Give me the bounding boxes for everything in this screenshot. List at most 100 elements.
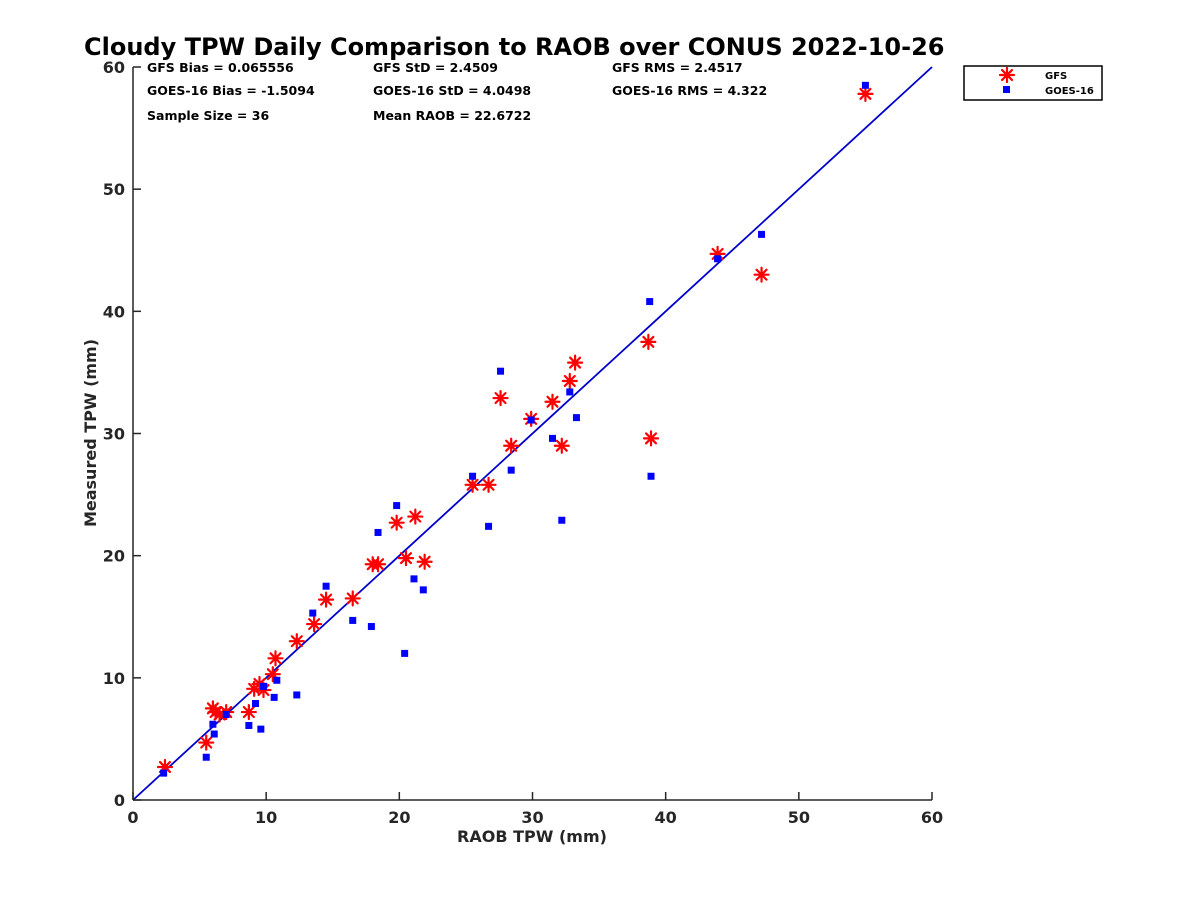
goes-16-point <box>401 649 409 657</box>
stat-gfs-bias: GFS Bias = 0.065556 <box>147 60 294 75</box>
goes-16-point <box>419 586 427 594</box>
goes-16-point <box>293 691 301 699</box>
stat-gfs-rms: GFS RMS = 2.4517 <box>612 60 743 75</box>
y-axis-label: Measured TPW (mm) <box>81 339 100 527</box>
gfs-point <box>251 675 268 693</box>
gfs-point <box>407 508 424 525</box>
stats-annotations: GFS Bias = 0.065556 GFS StD = 2.4509 GFS… <box>147 60 767 123</box>
goes-16-point <box>222 710 230 718</box>
x-tick-label: 60 <box>921 808 943 827</box>
gfs-point <box>492 389 509 407</box>
legend-goes-16-marker <box>1003 86 1010 93</box>
x-tick-label: 40 <box>655 808 677 827</box>
gfs-point <box>503 437 520 454</box>
goes-16-point <box>485 522 493 530</box>
gfs-point <box>369 556 387 573</box>
series-gfs <box>156 85 874 776</box>
gfs-point <box>207 703 224 721</box>
plot-area <box>132 66 933 801</box>
goes-16-point <box>548 434 556 442</box>
gfs-point <box>544 393 561 410</box>
goes-16-point <box>160 769 168 777</box>
gfs-point <box>480 476 497 493</box>
legend: GFS GOES-16 <box>963 65 1103 101</box>
legend-gfs-label: GFS <box>1045 71 1067 82</box>
y-tick-label: 30 <box>103 425 125 444</box>
x-tick-label: 50 <box>788 808 810 827</box>
gfs-point <box>397 550 415 567</box>
gfs-point <box>753 266 770 283</box>
goes-16-point <box>270 693 278 701</box>
goes-16-point <box>758 230 766 238</box>
gfs-point <box>288 633 305 650</box>
gfs-point <box>416 553 433 570</box>
goes-16-point <box>566 388 574 396</box>
gfs-point <box>642 430 660 447</box>
goes-16-point <box>393 502 401 510</box>
goes-16-point <box>257 725 265 733</box>
gfs-point <box>561 372 578 390</box>
stat-goes-rms: GOES-16 RMS = 4.322 <box>612 83 767 98</box>
goes-16-point <box>252 699 260 707</box>
goes-16-point <box>646 298 654 306</box>
gfs-point <box>464 476 481 493</box>
goes-16-point <box>367 623 375 631</box>
goes-16-point <box>714 255 722 263</box>
x-tick-label: 10 <box>255 808 277 827</box>
gfs-point <box>198 734 215 751</box>
goes-16-point <box>322 582 330 590</box>
stat-goes-std: GOES-16 StD = 4.0498 <box>373 83 531 98</box>
stat-gfs-std: GFS StD = 2.4509 <box>373 60 498 75</box>
goes-16-point <box>558 516 566 524</box>
x-axis-label: RAOB TPW (mm) <box>457 827 607 846</box>
goes-16-point <box>572 414 580 422</box>
gfs-point <box>240 703 257 721</box>
series-goes-16 <box>160 81 869 777</box>
y-ticks: 0 10 20 30 40 50 60 <box>103 58 141 810</box>
legend-goes-16-label: GOES-16 <box>1045 86 1094 97</box>
goes-16-point <box>349 616 357 624</box>
legend-gfs-marker <box>998 66 1016 84</box>
gfs-point <box>857 85 874 102</box>
goes-16-point <box>210 730 218 738</box>
gfs-point <box>344 590 361 607</box>
goes-16-point <box>507 466 515 474</box>
goes-16-point <box>410 575 418 583</box>
gfs-point <box>553 437 570 454</box>
gfs-point <box>255 681 272 699</box>
gfs-point <box>264 666 281 683</box>
y-tick-label: 20 <box>103 547 125 566</box>
goes-16-point <box>209 720 217 728</box>
legend-box <box>963 65 1103 101</box>
x-ticks: 0 10 20 30 40 50 60 <box>127 792 943 827</box>
y-tick-label: 10 <box>103 669 125 688</box>
gfs-point <box>388 514 405 531</box>
goes-16-point <box>245 721 253 729</box>
goes-16-point <box>273 676 281 684</box>
stat-sample-size: Sample Size = 36 <box>147 108 269 123</box>
gfs-point <box>306 615 323 633</box>
goes-16-point <box>469 472 477 480</box>
x-tick-label: 30 <box>521 808 543 827</box>
stat-mean-raob: Mean RAOB = 22.6722 <box>373 108 531 123</box>
goes-16-point <box>260 682 268 690</box>
reference-line-group <box>132 66 933 801</box>
gfs-point <box>211 706 228 723</box>
goes-16-point <box>497 367 505 375</box>
y-tick-label: 50 <box>103 180 125 199</box>
y-tick-label: 0 <box>114 791 125 810</box>
goes-16-point <box>527 416 535 424</box>
y-tick-label: 40 <box>103 302 125 321</box>
goes-16-point <box>861 81 869 89</box>
axes: 0 10 20 30 40 50 60 0 10 20 30 40 50 60 <box>103 58 943 827</box>
x-tick-label: 0 <box>127 808 138 827</box>
legend-gfs-asterisk <box>998 66 1016 84</box>
gfs-point <box>567 354 584 371</box>
goes-16-point <box>202 753 210 761</box>
goes-16-point <box>647 472 655 480</box>
chart-title: Cloudy TPW Daily Comparison to RAOB over… <box>84 33 944 61</box>
gfs-point <box>267 650 284 667</box>
y-tick-label: 60 <box>103 58 125 77</box>
goes-16-point <box>374 528 382 536</box>
